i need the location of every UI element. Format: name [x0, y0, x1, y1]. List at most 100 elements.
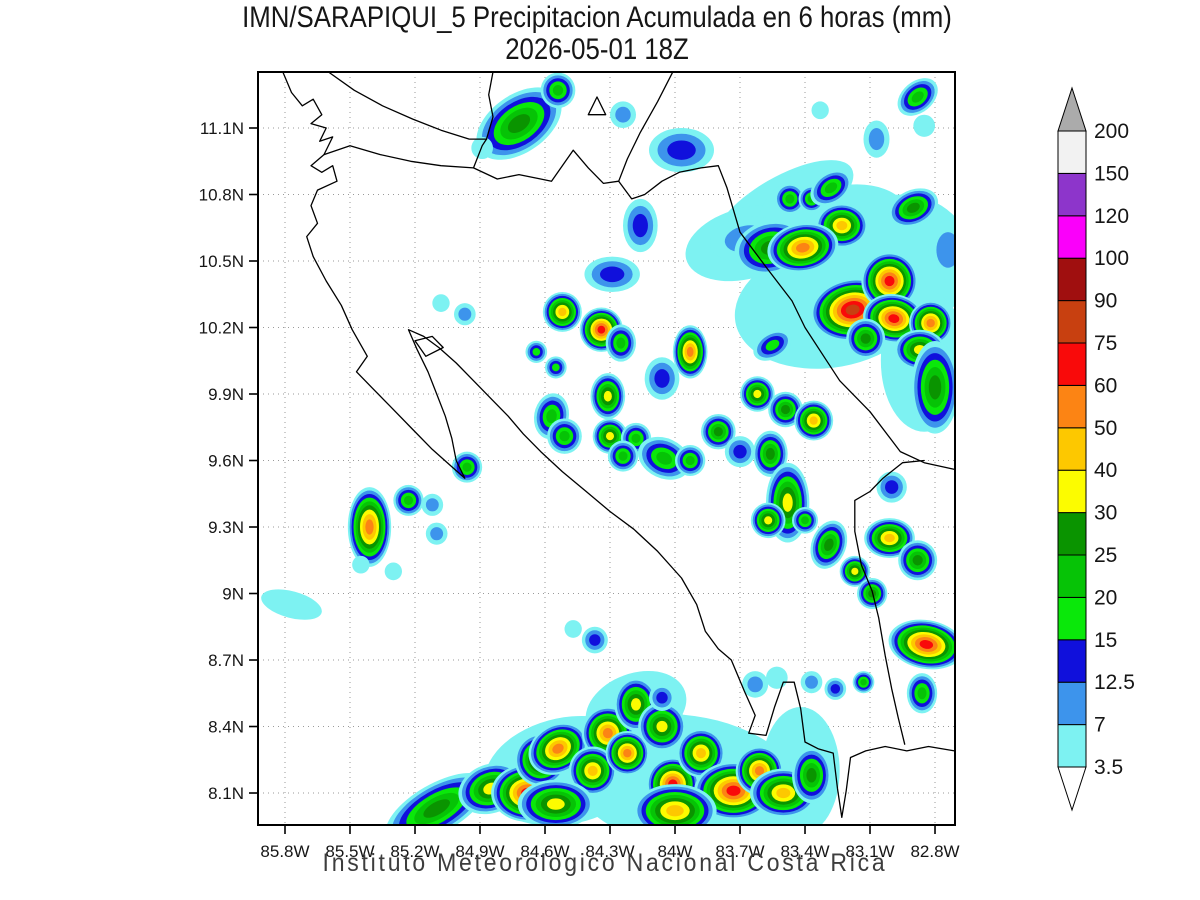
precip-cell-ring — [546, 798, 565, 810]
precip-cell-ring — [602, 728, 613, 739]
precip-cell-ring — [618, 451, 628, 461]
precip-cell-ring — [928, 375, 942, 400]
colorbar-segment — [1057, 554, 1087, 598]
precip-cell-ring — [432, 294, 450, 312]
chart-title: IMN/SARAPIQUI_5 Precipitacion Acumulada … — [242, 1, 952, 34]
y-axis-label: 8.4N — [208, 718, 244, 737]
precip-cell-ring — [906, 202, 920, 213]
precip-cell-ring — [824, 182, 838, 194]
precip-cell-ring — [605, 432, 615, 441]
precip-cell-ring — [726, 785, 741, 796]
precip-cell-ring — [471, 136, 494, 160]
precip-cell-ring — [564, 620, 582, 638]
x-axis-label: 85.5W — [325, 842, 374, 861]
y-axis-label: 9.6N — [208, 452, 244, 471]
precip-cell-ring — [917, 687, 927, 700]
colorbar-over-arrow — [1057, 86, 1087, 132]
colorbar-label: 50 — [1094, 417, 1117, 440]
precip-cell-ring — [430, 527, 444, 541]
precip-cell-ring — [764, 516, 773, 525]
precip-cell-ring — [656, 691, 668, 704]
precip-cell-ring — [868, 128, 885, 151]
colorbar-label: 150 — [1094, 162, 1129, 185]
precip-cell-ring — [615, 106, 631, 123]
precip-cell-ring — [603, 390, 612, 402]
precip-cell-ring — [912, 555, 923, 566]
precip-cell-ring — [423, 799, 450, 818]
precip-cell-ring — [851, 567, 859, 575]
colorbar-segment — [1057, 130, 1087, 174]
precip-cell-ring — [600, 266, 625, 283]
colorbar-segment — [1057, 512, 1087, 556]
precip-cell-ring — [766, 666, 788, 689]
precip-cell-ring — [765, 447, 775, 460]
coastline-path — [414, 335, 444, 357]
precip-cell-ring — [384, 562, 403, 581]
precip-cell-ring — [776, 787, 791, 799]
y-axis-label: 8.1N — [208, 784, 244, 803]
colorbar-segment — [1057, 427, 1087, 471]
colorbar-segment — [1057, 172, 1087, 217]
colorbar-label: 75 — [1094, 332, 1117, 355]
precip-cell-ring — [559, 430, 570, 442]
coastline-path — [854, 459, 925, 745]
x-axis-label: 85.2W — [390, 842, 439, 861]
x-axis-label: 85.8W — [260, 842, 309, 861]
y-axis-label: 10.5N — [199, 252, 244, 271]
x-axis-label: 84.9W — [455, 842, 504, 861]
colorbar-segment — [1057, 342, 1087, 386]
map-caption: Instituto Meteorologico Nacional Costa R… — [322, 849, 888, 877]
precip-cell-ring — [796, 242, 810, 253]
y-axis-label: 10.8N — [199, 186, 244, 205]
x-axis-label: 84W — [658, 842, 693, 861]
colorbar-segment — [1057, 681, 1087, 726]
coastline-path — [472, 149, 955, 471]
precip-cell-ring — [860, 678, 867, 686]
precip-cell-ring — [785, 194, 795, 204]
map-caption-row: Instituto Meteorologico Nacional Costa R… — [10, 849, 1200, 878]
precip-cell-ring — [403, 495, 414, 506]
colorbar-label: 200 — [1094, 120, 1129, 143]
coastline-path — [587, 96, 607, 116]
precip-cell-ring — [805, 675, 818, 689]
precip-cell-ring — [809, 416, 818, 425]
colorbar-segment — [1057, 639, 1087, 683]
colorbar-label: 20 — [1094, 586, 1117, 609]
precip-cell-ring — [733, 444, 747, 459]
chart-subtitle: 2026-05-01 18Z — [505, 33, 689, 66]
coastlines — [282, 72, 955, 819]
precip-cell-ring — [532, 347, 541, 356]
precip-cell-ring — [780, 404, 791, 415]
precip-cell-ring — [860, 333, 871, 344]
precip-cell-ring — [806, 767, 817, 783]
precip-cell-ring — [507, 114, 531, 134]
colorbar-label: 15 — [1094, 629, 1117, 652]
colorbar-segment — [1057, 596, 1087, 641]
precip-cell-ring — [811, 101, 829, 120]
precip-cell-ring — [830, 683, 841, 694]
precip-cell-ring — [546, 409, 557, 424]
precip-cell-ring — [352, 555, 370, 574]
precip-cell-ring — [552, 363, 560, 372]
precip-cell-ring — [656, 451, 672, 465]
precip-shading — [261, 72, 955, 825]
precip-cell-ring — [754, 766, 765, 776]
colorbar-label: 40 — [1094, 459, 1117, 482]
colorbar-segment — [1057, 724, 1087, 768]
colorbar-segment — [1057, 469, 1087, 514]
precip-cell-ring — [365, 519, 374, 535]
axes: 11.1N 10.8N 10.5N 10.2N 9.9N 9.6N 9.3N 9N 8.7N 8.… — [199, 119, 960, 861]
plot-frame — [257, 71, 956, 826]
precip-cell-ring — [631, 433, 641, 443]
precip-cell-ring — [885, 480, 899, 494]
precip-cell-ring — [667, 140, 696, 160]
precip-cell-ring — [801, 516, 809, 525]
precip-cell-ring — [558, 307, 567, 317]
coastline-path — [485, 72, 494, 140]
precip-cell-ring — [824, 538, 834, 552]
precip-cell-ring — [695, 747, 707, 759]
x-axis-label: 84.3W — [585, 842, 634, 861]
precip-cell-ring — [753, 389, 762, 399]
colorbar: 3.5 7 12.5 15 20 25 30 40 50 60 75 90 100 120 150 200 — [1057, 86, 1135, 812]
precip-cell-ring — [552, 85, 564, 96]
